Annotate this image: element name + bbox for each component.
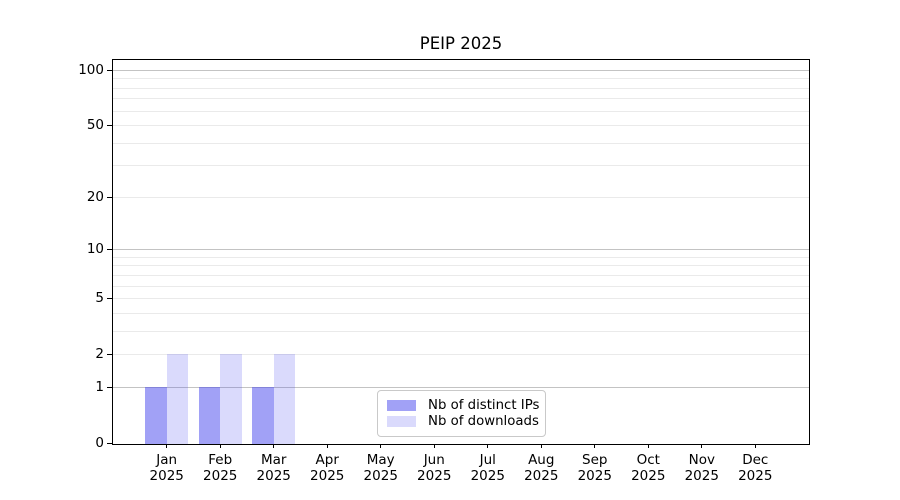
x-tick-mark (219, 443, 221, 448)
plot-area (112, 59, 810, 445)
chart-title: PEIP 2025 (419, 34, 503, 53)
bar-nb-of-downloads-jan (166, 354, 188, 444)
y-tick-mark (107, 196, 112, 198)
bar-nb-of-downloads-mar (273, 354, 296, 444)
y-tick-mark (107, 297, 112, 299)
x-tick-mark (647, 443, 649, 448)
legend-item-downloads: Nb of downloads (387, 414, 539, 430)
y-tick-mark (107, 69, 112, 71)
legend-label-downloads: Nb of downloads (428, 414, 539, 430)
x-tick-label: Apr 2025 (310, 452, 345, 485)
y-gridline-minor (113, 196, 809, 198)
x-tick-mark (380, 443, 382, 448)
y-gridline-major (113, 249, 809, 251)
legend-swatch-distinct-ips (387, 399, 416, 411)
y-tick-label: 0 (95, 435, 104, 452)
legend-item-distinct-ips: Nb of distinct IPs (387, 397, 540, 413)
y-tick-label: 20 (86, 189, 104, 206)
x-tick-mark (166, 443, 168, 448)
y-gridline-minor (113, 330, 809, 332)
bar-nb-of-distinct-ips-mar (252, 386, 274, 444)
legend: Nb of distinct IPs Nb of downloads (377, 390, 546, 437)
y-tick-label: 2 (95, 346, 104, 363)
y-tick-label: 50 (86, 117, 104, 134)
y-tick-label: 10 (86, 241, 104, 258)
x-tick-mark (433, 443, 435, 448)
x-tick-mark (594, 443, 596, 448)
y-tick-mark (107, 124, 112, 126)
y-tick-mark (107, 353, 112, 355)
x-tick-mark (273, 443, 275, 448)
y-gridline-minor (113, 256, 809, 258)
bar-nb-of-distinct-ips-feb (198, 386, 220, 444)
y-gridline-minor (113, 142, 809, 144)
x-tick-label: Nov 2025 (684, 452, 719, 485)
x-tick-mark (754, 443, 756, 448)
y-gridline-minor (113, 285, 809, 287)
x-tick-label: Mar 2025 (256, 452, 291, 485)
x-tick-label: Dec 2025 (738, 452, 773, 485)
legend-label-distinct-ips: Nb of distinct IPs (428, 397, 540, 413)
y-tick-mark (107, 248, 112, 250)
x-tick-mark (326, 443, 328, 448)
x-tick-label: May 2025 (363, 452, 398, 485)
y-tick-label: 5 (95, 290, 104, 307)
y-gridline-minor (113, 265, 809, 267)
x-tick-mark (701, 443, 703, 448)
y-gridline-minor (113, 110, 809, 112)
x-tick-label: Feb 2025 (203, 452, 238, 485)
x-tick-label: Jul 2025 (470, 452, 505, 485)
y-gridline-minor (113, 165, 809, 167)
y-tick-label: 1 (95, 379, 104, 396)
y-gridline-minor (113, 354, 809, 356)
y-tick-label: 100 (78, 62, 104, 79)
bar-nb-of-distinct-ips-jan (145, 386, 167, 444)
y-gridline-minor (113, 298, 809, 300)
x-tick-label: Jun 2025 (417, 452, 452, 485)
x-tick-mark (487, 443, 489, 448)
y-gridline-major (113, 70, 809, 71)
x-tick-mark (540, 443, 542, 448)
y-gridline-minor (113, 78, 809, 80)
y-gridline-minor (113, 87, 809, 89)
y-gridline-minor (113, 274, 809, 276)
bar-nb-of-downloads-feb (220, 354, 242, 444)
y-tick-mark (107, 386, 112, 388)
x-tick-label: Sep 2025 (577, 452, 612, 485)
y-gridline-minor (113, 125, 809, 127)
y-gridline-major (113, 386, 809, 388)
y-gridline-minor (113, 312, 809, 314)
x-tick-label: Aug 2025 (524, 452, 559, 485)
y-tick-mark (107, 442, 112, 444)
x-tick-label: Jan 2025 (149, 452, 184, 485)
x-tick-label: Oct 2025 (631, 452, 666, 485)
y-gridline-minor (113, 98, 809, 100)
legend-swatch-downloads (387, 416, 416, 428)
